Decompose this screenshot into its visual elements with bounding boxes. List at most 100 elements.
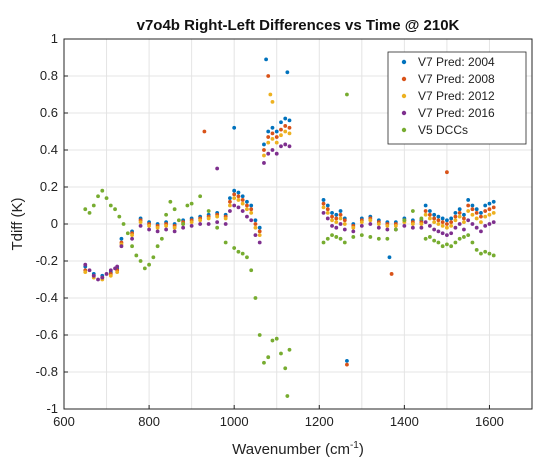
data-point — [479, 220, 483, 225]
data-point — [253, 296, 258, 300]
data-point — [325, 216, 330, 221]
data-point — [236, 194, 241, 199]
data-point — [287, 118, 292, 123]
data-point — [457, 207, 462, 212]
data-point — [338, 216, 343, 221]
data-point — [479, 229, 483, 234]
data-point — [466, 203, 471, 208]
data-point — [427, 212, 432, 217]
data-point — [228, 203, 232, 208]
data-point — [462, 212, 466, 217]
data-point — [279, 127, 283, 132]
legend-label: V7 Pred: 2004 — [418, 55, 495, 69]
data-point — [334, 212, 339, 217]
data-point — [236, 198, 241, 202]
data-point — [387, 255, 392, 260]
data-point — [181, 222, 186, 226]
data-point — [270, 131, 275, 136]
data-point — [87, 211, 92, 215]
data-point — [345, 92, 349, 97]
series-4 — [83, 142, 496, 282]
axis-ticks: 600 800 1000 1200 1400 1600 -1 -0.8 -0.6 -0.4 -0.2… — [36, 31, 504, 429]
y-tick-label: 0.4 — [40, 142, 58, 157]
data-point — [491, 199, 496, 204]
data-point — [232, 203, 237, 208]
data-point — [466, 198, 471, 202]
data-point — [321, 205, 326, 210]
data-point — [147, 227, 151, 232]
data-point — [432, 220, 437, 225]
data-point — [115, 270, 120, 274]
data-point — [487, 207, 492, 212]
data-point — [445, 225, 449, 230]
data-point — [474, 207, 479, 212]
x-tick-label: 1200 — [305, 414, 334, 429]
data-point — [385, 223, 390, 228]
data-point — [385, 236, 390, 241]
data-point — [262, 148, 266, 152]
data-point — [432, 227, 437, 232]
data-point — [266, 140, 271, 145]
data-point — [330, 233, 334, 238]
data-point — [283, 124, 288, 128]
data-point — [164, 212, 169, 217]
data-point — [232, 192, 237, 197]
data-point — [368, 222, 373, 226]
data-point — [487, 251, 492, 256]
data-point — [287, 144, 292, 149]
data-point — [334, 225, 339, 230]
data-point — [321, 201, 326, 206]
data-point — [283, 366, 288, 371]
legend-marker — [401, 76, 407, 82]
data-point — [453, 214, 458, 219]
y-tick-label: 0.6 — [40, 105, 58, 120]
data-point — [325, 207, 330, 212]
data-point — [368, 218, 373, 223]
data-point — [402, 218, 407, 223]
data-point — [338, 236, 343, 241]
data-point — [232, 125, 237, 130]
data-point — [257, 229, 262, 234]
data-point — [245, 214, 249, 219]
data-point — [470, 207, 475, 212]
legend-label: V7 Pred: 2008 — [418, 72, 495, 86]
data-point — [487, 201, 492, 206]
data-point — [419, 216, 424, 221]
data-point — [147, 223, 151, 228]
data-point — [232, 188, 237, 193]
y-tick-label: 1 — [51, 31, 58, 46]
data-point — [287, 131, 292, 136]
data-point — [419, 225, 424, 230]
data-point — [228, 196, 232, 201]
data-point — [96, 194, 100, 199]
x-axis-title-superscript: -1 — [350, 440, 359, 451]
data-point — [240, 198, 245, 202]
data-point — [479, 214, 483, 219]
data-point — [108, 268, 113, 273]
data-point — [487, 212, 492, 217]
data-point — [351, 235, 356, 239]
data-point — [257, 233, 262, 238]
data-point — [279, 351, 283, 356]
data-point — [240, 201, 245, 206]
data-point — [249, 268, 254, 273]
legend-marker — [401, 110, 407, 116]
data-point — [104, 272, 109, 276]
data-point — [151, 255, 156, 260]
data-point — [470, 212, 475, 217]
data-point — [321, 198, 326, 202]
x-axis-title-suffix: ) — [359, 441, 364, 458]
data-point — [368, 235, 373, 239]
data-point — [330, 214, 334, 219]
y-tick-label: 0.8 — [40, 68, 58, 83]
data-point — [155, 229, 160, 234]
data-point — [334, 220, 339, 225]
data-point — [479, 211, 483, 215]
data-point — [436, 240, 441, 245]
data-point — [440, 244, 445, 249]
data-point — [130, 244, 134, 249]
data-point — [483, 214, 488, 219]
data-point — [449, 216, 454, 221]
data-point — [385, 227, 390, 232]
y-axis-title: Tdiff (K) — [9, 197, 26, 250]
